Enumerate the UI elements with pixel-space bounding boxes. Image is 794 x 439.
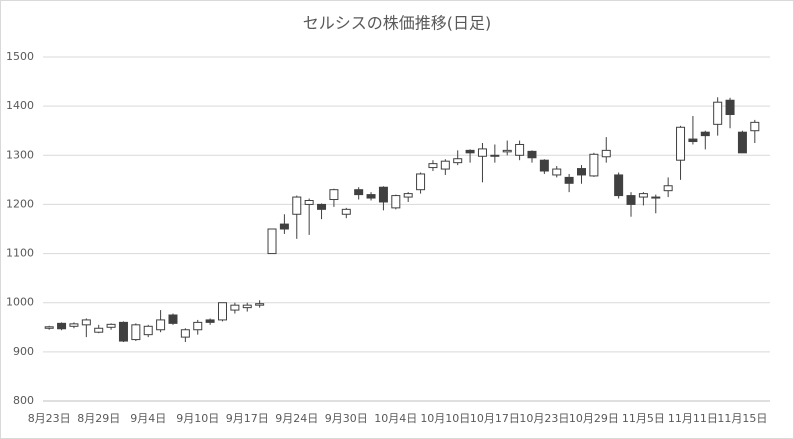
candle-body <box>725 99 735 115</box>
candle-body <box>354 189 364 196</box>
candle-body <box>205 319 215 323</box>
candle-body <box>750 121 760 132</box>
candle-body <box>143 325 153 336</box>
candle-body <box>638 193 648 198</box>
x-tick-label: 10月4日 <box>374 412 417 425</box>
x-tick-label: 10月23日 <box>519 412 569 425</box>
candle-body <box>106 323 116 328</box>
x-tick-label: 10月17日 <box>470 412 520 425</box>
candle-body <box>403 193 413 198</box>
y-tick-label: 1100 <box>6 247 34 260</box>
candle-body <box>737 131 747 154</box>
y-tick-label: 1500 <box>6 50 34 63</box>
candle-body <box>366 194 376 199</box>
candle-body <box>515 143 525 156</box>
candle-body <box>131 324 141 341</box>
x-tick-label: 11月11日 <box>668 412 718 425</box>
candle-body <box>218 302 227 321</box>
candle-body <box>552 168 562 176</box>
candle-body <box>391 195 401 209</box>
candle-body <box>416 173 426 191</box>
candle-body <box>94 327 104 333</box>
y-tick-label: 800 <box>13 394 34 407</box>
candle-body <box>292 196 302 215</box>
candle-body <box>378 186 388 203</box>
x-tick-label: 9月10日 <box>176 412 219 425</box>
y-tick-label: 1000 <box>6 296 34 309</box>
candle-body <box>341 208 351 215</box>
candle-body <box>490 154 500 157</box>
candle-body <box>614 174 624 197</box>
candle-body <box>626 195 636 205</box>
x-tick-label: 11月5日 <box>622 412 665 425</box>
candle-body <box>180 329 190 338</box>
candle-body <box>279 223 289 230</box>
candle-body <box>267 228 277 255</box>
candle-body <box>193 321 203 331</box>
candle-body <box>317 203 327 210</box>
x-tick-label: 10月29日 <box>569 412 619 425</box>
candle-body <box>440 160 450 170</box>
candle-body <box>57 322 67 330</box>
candle-body <box>564 176 574 184</box>
candle-body <box>663 185 673 192</box>
x-tick-label: 9月4日 <box>130 412 166 425</box>
y-tick-label: 900 <box>13 345 34 358</box>
y-tick-label: 1400 <box>6 99 34 112</box>
candle-body <box>651 196 661 199</box>
x-tick-label: 8月29日 <box>77 412 120 425</box>
candle-body <box>539 159 549 172</box>
candle-body <box>304 199 314 205</box>
x-tick-label: 9月24日 <box>275 412 318 425</box>
x-tick-label: 11月15日 <box>717 412 767 425</box>
candle-body <box>329 189 339 201</box>
candle-body <box>676 126 686 161</box>
candle-body <box>502 149 512 153</box>
candle-body <box>589 153 599 177</box>
candle-body <box>453 158 463 164</box>
x-tick-label: 8月23日 <box>28 412 71 425</box>
candle-body <box>118 321 128 342</box>
x-tick-label: 9月30日 <box>325 412 368 425</box>
y-tick-label: 1200 <box>6 197 34 210</box>
x-tick-label: 10月10日 <box>420 412 470 425</box>
candle-body <box>69 323 79 327</box>
candle-body <box>230 304 240 311</box>
candle-body <box>713 101 723 125</box>
candle-body <box>44 326 54 329</box>
candle-body <box>477 148 487 157</box>
candle-body <box>156 319 166 331</box>
candle-body <box>255 303 265 306</box>
candle-body <box>242 304 252 309</box>
x-tick-label: 9月17日 <box>226 412 269 425</box>
candle-body <box>428 163 438 169</box>
candle-body <box>168 314 178 324</box>
candle-body <box>700 131 710 137</box>
candle-body <box>688 138 698 143</box>
y-tick-label: 1300 <box>6 148 34 161</box>
candle-body <box>81 319 91 326</box>
chart-title: セルシスの株価推移(日足) <box>303 14 492 33</box>
candle-body <box>577 168 586 176</box>
candle-body <box>601 149 611 158</box>
candle-body <box>465 149 475 154</box>
candle-body <box>527 150 537 159</box>
